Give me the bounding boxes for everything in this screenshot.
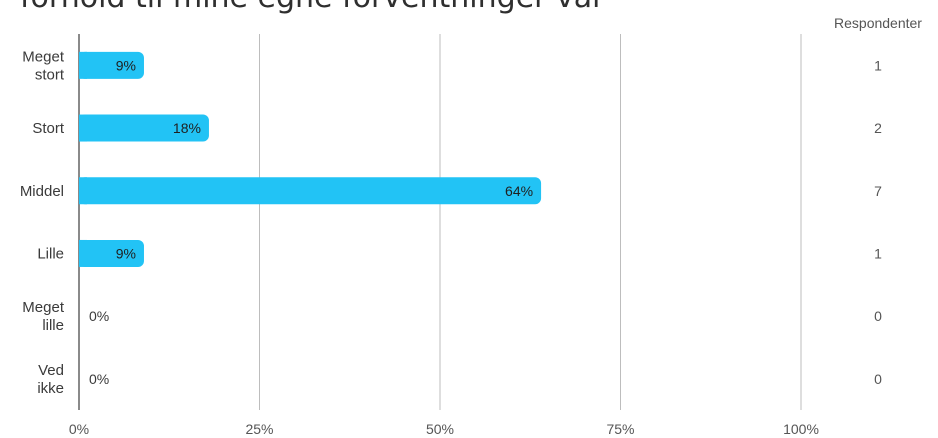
x-tick-label: 25% xyxy=(245,421,273,437)
category-label: lille xyxy=(42,317,64,334)
bar xyxy=(79,177,542,205)
bar-left-edge xyxy=(79,114,87,142)
respondents-count: 2 xyxy=(874,120,882,136)
category-label: Lille xyxy=(37,245,64,262)
respondents-header: Respondenter xyxy=(834,15,922,31)
category-label: Ved xyxy=(38,362,64,379)
x-tick-label: 0% xyxy=(69,421,89,437)
category-label: Meget xyxy=(22,299,65,316)
chart-title: forhold til mine egne forventninger var xyxy=(20,0,605,15)
x-tick-label: 100% xyxy=(783,421,819,437)
bar-left-edge xyxy=(79,51,87,79)
category-label: Stort xyxy=(32,120,65,137)
x-tick-label: 50% xyxy=(426,421,454,437)
x-tick-label: 75% xyxy=(606,421,634,437)
bar-left-edge xyxy=(79,239,87,267)
category-label: ikke xyxy=(37,380,64,397)
bar-value-label: 9% xyxy=(116,57,136,73)
bar-value-label: 9% xyxy=(116,245,136,261)
category-label: stort xyxy=(35,66,65,83)
bar xyxy=(79,114,209,142)
respondents-count: 0 xyxy=(874,371,882,387)
respondents-count: 1 xyxy=(874,245,882,261)
respondents-count: 0 xyxy=(874,308,882,324)
respondents-count: 1 xyxy=(874,57,882,73)
respondents-count: 7 xyxy=(874,183,882,199)
bar-value-label: 0% xyxy=(89,371,109,387)
bar xyxy=(79,239,144,267)
bar xyxy=(79,51,144,79)
bar-left-edge xyxy=(79,177,87,205)
category-label: Meget xyxy=(22,48,65,65)
bar-value-label: 64% xyxy=(505,183,533,199)
category-label: Middel xyxy=(20,183,64,200)
bar-value-label: 0% xyxy=(89,308,109,324)
bar-value-label: 18% xyxy=(173,120,201,136)
